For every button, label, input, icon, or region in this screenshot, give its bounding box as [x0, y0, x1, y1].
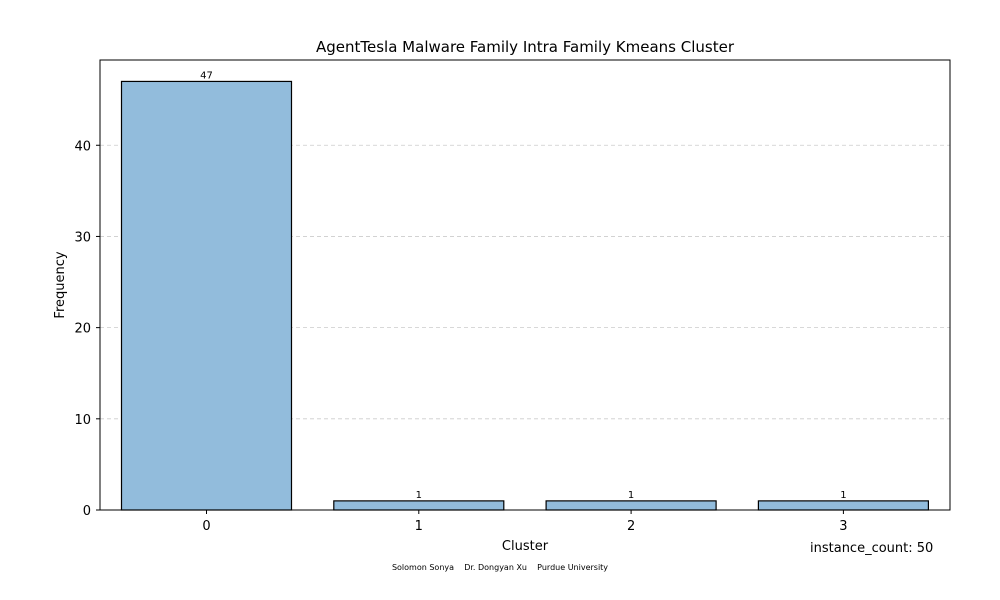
bar-value-label: 1	[416, 490, 422, 501]
x-tick-label: 0	[202, 519, 210, 534]
x-tick-label: 3	[839, 519, 847, 534]
x-axis-label: Cluster	[502, 539, 549, 554]
y-tick-label: 0	[83, 504, 91, 519]
instance-count-label: instance_count: 50	[810, 541, 933, 556]
y-axis-ticks: 0 10 20 30 40	[74, 139, 100, 519]
bar-value-label: 47	[200, 70, 213, 81]
y-tick-label: 10	[74, 413, 91, 428]
y-tick-label: 30	[74, 230, 91, 245]
bar-value-labels: 47 1 1 1	[200, 70, 846, 500]
y-tick-label: 20	[74, 322, 91, 337]
y-tick-label: 40	[74, 139, 91, 154]
x-axis-ticks: 0 1 2 3	[202, 510, 848, 534]
bar-cluster-0	[120, 80, 293, 511]
bar-cluster-1	[333, 500, 505, 511]
chart-title: AgentTesla Malware Family Intra Family K…	[316, 38, 735, 56]
bars	[120, 80, 930, 511]
x-tick-label: 2	[627, 519, 635, 534]
credits-footer: Solomon Sonya Dr. Dongyan Xu Purdue Univ…	[392, 563, 608, 572]
bar-value-label: 1	[628, 490, 634, 501]
plot-frame	[99, 59, 951, 511]
y-axis-label: Frequency	[53, 251, 68, 318]
bar-value-label: 1	[840, 490, 846, 501]
bar-cluster-3	[757, 500, 930, 511]
x-tick-label: 1	[415, 519, 423, 534]
bar-cluster-2	[545, 500, 717, 511]
